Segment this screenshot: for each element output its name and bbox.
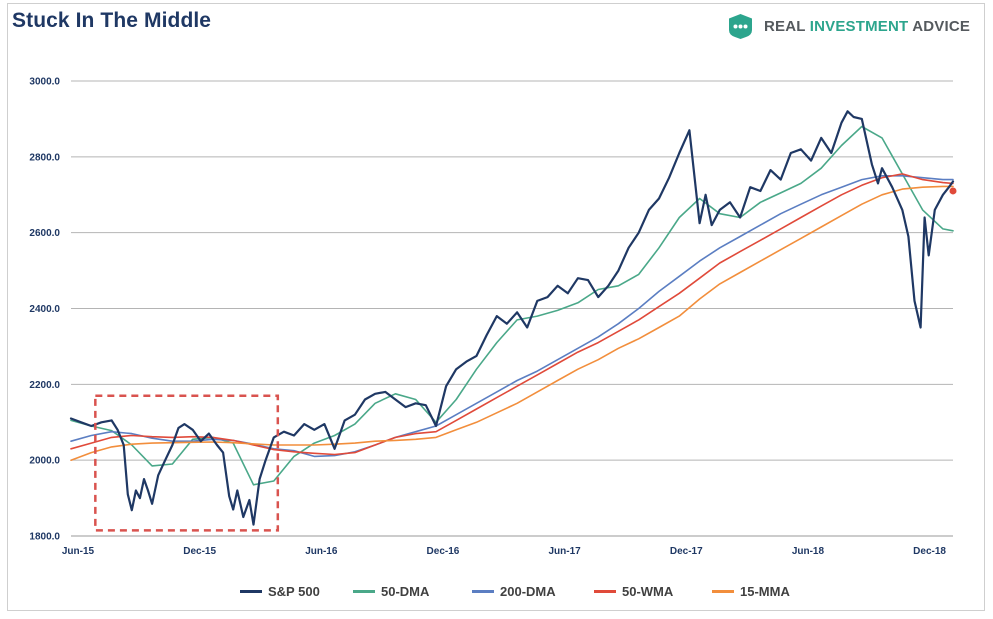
legend-item-50-dma: 50-DMA [353,581,429,601]
series-end-marker [949,187,957,195]
gridlines [71,80,953,461]
series-line-50-wma [70,173,954,456]
chart-frame [7,3,985,611]
x-tick-label: Jun-15 [62,546,95,557]
brand-logo: REAL INVESTMENT ADVICE [727,11,970,41]
series-lines [69,110,955,526]
y-tick-label: 2200.0 [29,380,60,391]
legend-swatch [240,589,262,593]
legend-label: 50-WMA [622,583,674,599]
legend-item-50-wma: 50-WMA [594,581,673,601]
legend-label: 200-DMA [500,583,556,599]
x-tick-label: Dec-17 [670,546,703,557]
highlight-box [94,394,280,532]
y-tick-label: 2600.0 [29,228,60,239]
chat-bubble-icon [729,13,752,39]
annotations [94,187,957,532]
x-tick-label: Dec-18 [913,546,946,557]
x-tick-label: Jun-17 [549,546,582,557]
series-line-s-p-500 [69,110,955,526]
legend-label: 50-DMA [381,583,430,599]
brand-name: REAL INVESTMENT ADVICE [764,18,970,35]
legend-label: S&P 500 [268,583,320,599]
legend-label: 15-MMA [740,583,790,599]
x-tick-label: Jun-16 [305,546,338,557]
brand-name-suffix: ADVICE [908,17,971,35]
legend-swatch [472,589,494,593]
legend-swatch [594,589,616,593]
series-line-50-dma [70,125,954,486]
legend-swatch [712,589,734,593]
brand-name-accent: INVESTMENT [809,17,909,35]
y-tick-label: 3000.0 [29,77,60,88]
x-axis-tick-labels: Jun-15 Dec-15 Jun-16 Dec-16 Jun-17 Dec-17 Jun-… [62,546,947,557]
y-axis-tick-labels: 1800.0 2000.0 2200.0 2400.0 2600.0 2800.0 3000… [29,77,60,543]
chart-title: Stuck In The Middle [12,9,212,32]
x-tick-label: Dec-15 [183,546,216,557]
legend-item-15-mma: 15-MMA [712,581,790,601]
legend-item-s-p-500: S&P 500 [240,581,320,601]
y-tick-label: 2800.0 [29,152,60,163]
y-tick-label: 1800.0 [29,532,60,543]
series-line-15-mma [70,185,954,462]
brand-name-prefix: REAL [764,17,810,35]
y-tick-label: 2400.0 [29,304,60,315]
series-line-200-dma [70,175,954,458]
chart-legend: S&P 500 50-DMA 200-DMA 50-WMA 15-MMA [0,581,993,601]
x-tick-label: Jun-18 [792,546,825,557]
legend-item-200-dma: 200-DMA [472,581,556,601]
legend-swatch [353,589,375,593]
x-tick-label: Dec-16 [427,546,460,557]
y-tick-label: 2000.0 [29,456,60,467]
